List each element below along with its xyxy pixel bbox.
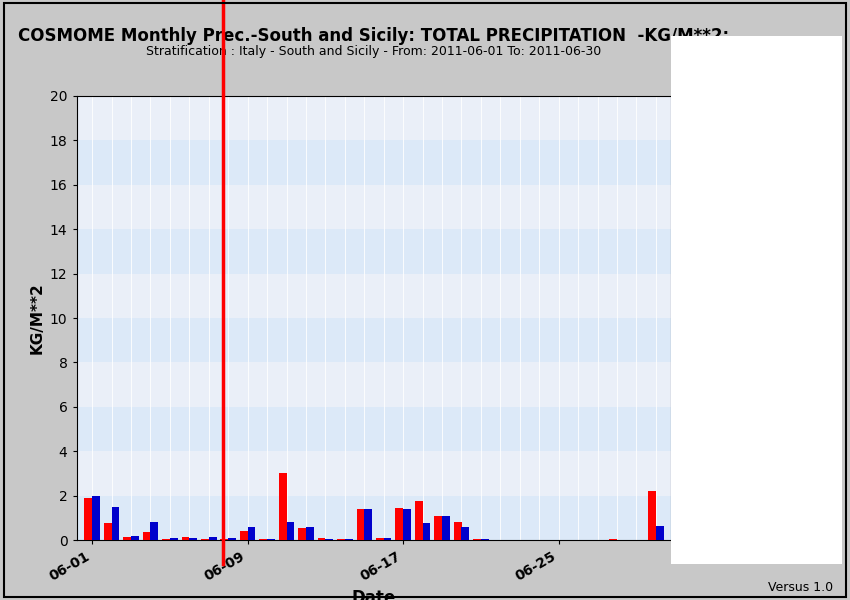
Bar xyxy=(345,539,353,540)
Text: Stratification : Italy - South and Sicily - From: 2011-06-01 To: 2011-06-30: Stratification : Italy - South and Sicil… xyxy=(146,45,602,58)
Bar xyxy=(286,522,294,540)
Bar xyxy=(76,407,672,451)
Bar xyxy=(123,536,131,540)
Bar xyxy=(434,515,442,540)
Bar xyxy=(267,539,275,540)
Bar xyxy=(143,532,150,540)
Bar xyxy=(92,496,99,540)
Bar xyxy=(356,509,365,540)
Bar xyxy=(259,539,267,540)
Bar xyxy=(376,538,383,540)
Bar xyxy=(150,522,158,540)
Bar xyxy=(462,527,469,540)
Bar xyxy=(84,498,92,540)
Bar xyxy=(76,496,672,540)
Bar xyxy=(76,96,672,140)
Bar xyxy=(473,539,481,540)
Bar xyxy=(76,362,672,407)
Bar xyxy=(76,140,672,185)
Legend: observation, COSMOME: observation, COSMOME xyxy=(690,103,823,149)
Bar xyxy=(298,528,306,540)
Bar xyxy=(481,539,489,540)
Bar xyxy=(247,527,255,540)
Bar xyxy=(442,515,450,540)
Bar xyxy=(190,538,197,540)
X-axis label: Date: Date xyxy=(352,589,396,600)
Bar xyxy=(76,318,672,362)
Bar xyxy=(403,509,411,540)
Bar xyxy=(649,491,656,540)
Bar xyxy=(365,509,372,540)
Bar xyxy=(279,473,286,540)
Bar xyxy=(318,538,326,540)
Bar xyxy=(337,539,345,540)
Bar xyxy=(454,522,462,540)
Bar xyxy=(383,538,392,540)
Bar xyxy=(422,523,430,540)
Bar xyxy=(104,523,111,540)
Bar xyxy=(326,539,333,540)
Bar xyxy=(220,539,228,540)
Bar xyxy=(76,229,672,274)
Bar xyxy=(76,451,672,496)
Bar xyxy=(306,527,314,540)
Bar xyxy=(76,185,672,229)
Text: Versus 1.0: Versus 1.0 xyxy=(768,581,833,594)
Bar xyxy=(131,536,139,540)
Bar xyxy=(228,538,236,540)
Bar xyxy=(209,536,217,540)
Bar xyxy=(415,501,422,540)
Bar xyxy=(182,536,190,540)
Bar xyxy=(170,538,178,540)
Bar xyxy=(656,526,664,540)
Bar xyxy=(609,539,617,540)
Bar xyxy=(395,508,403,540)
Bar xyxy=(111,506,119,540)
Bar xyxy=(240,531,247,540)
Bar xyxy=(162,539,170,540)
Text: COSMOME Monthly Prec.-South and Sicily: TOTAL PRECIPITATION  -KG/M**2:: COSMOME Monthly Prec.-South and Sicily: … xyxy=(19,27,729,45)
Bar xyxy=(201,539,209,540)
Y-axis label: KG/M**2: KG/M**2 xyxy=(29,282,44,354)
Bar xyxy=(76,274,672,318)
